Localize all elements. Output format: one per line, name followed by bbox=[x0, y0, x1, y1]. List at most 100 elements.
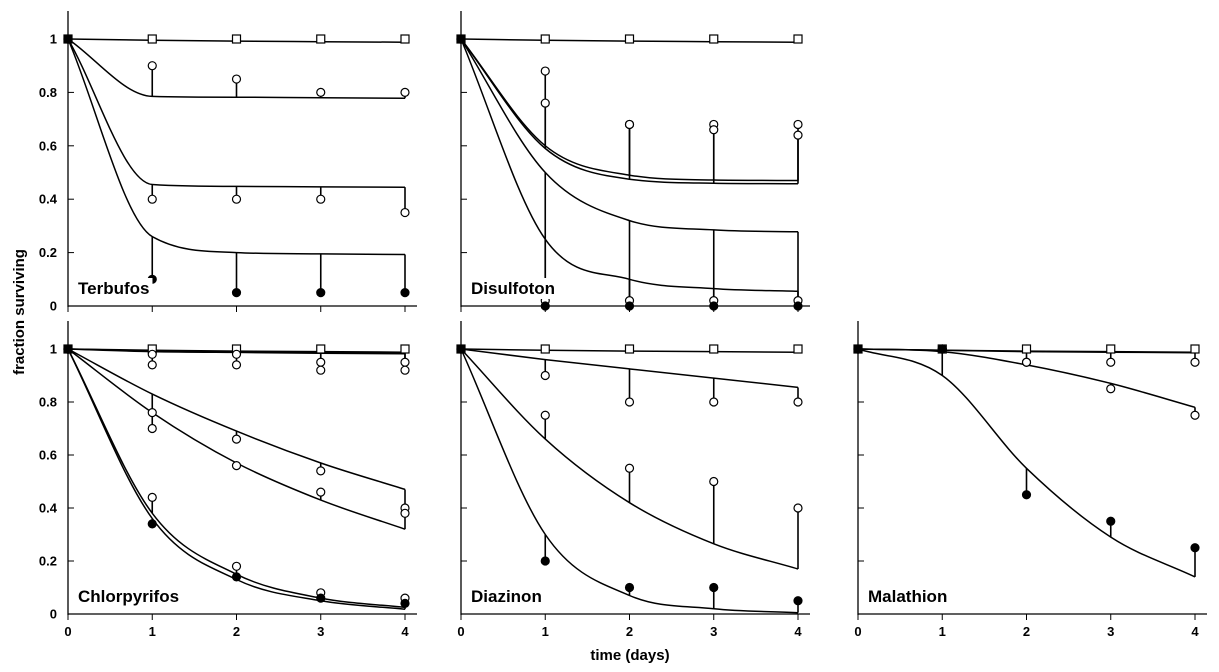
open-circle-marker bbox=[624, 119, 635, 130]
open-circle-marker bbox=[1106, 357, 1116, 367]
panels: 0 0.2 0.4 0.6 0.8 1 Terbufos Disulfoton 0 0.2 0.4 0… bbox=[39, 11, 1207, 639]
x-tick-label: 3 bbox=[317, 624, 324, 639]
panel-title-bg bbox=[865, 586, 951, 607]
square-marker bbox=[709, 344, 719, 354]
x-tick-label: 4 bbox=[401, 624, 409, 639]
panel-title-bg bbox=[468, 586, 545, 607]
square-marker bbox=[316, 344, 326, 354]
fit-curve bbox=[67, 38, 406, 188]
open-circle-marker bbox=[1190, 357, 1200, 367]
y-tick-label: 0.4 bbox=[39, 501, 58, 516]
open-circle-marker bbox=[231, 349, 242, 359]
filled-circle-marker bbox=[624, 582, 635, 593]
x-tick-label: 1 bbox=[542, 624, 549, 639]
open-circle-marker bbox=[147, 423, 157, 434]
filled-circle-marker bbox=[400, 598, 410, 609]
open-circle-marker bbox=[316, 87, 326, 98]
filled-circle-marker bbox=[1106, 516, 1116, 526]
panel-title: Disulfoton bbox=[471, 279, 555, 298]
y-tick-label: 0.2 bbox=[39, 554, 57, 569]
x-tick-label: 0 bbox=[457, 624, 464, 639]
open-circle-marker bbox=[709, 125, 719, 135]
open-circle-marker bbox=[147, 61, 157, 71]
open-circle-marker bbox=[147, 408, 157, 418]
square-marker bbox=[147, 34, 157, 44]
square-marker bbox=[1190, 344, 1200, 354]
y-axis-title: fraction surviving bbox=[11, 249, 28, 375]
open-circle-marker bbox=[709, 397, 719, 407]
y-tick-label: 0.4 bbox=[39, 192, 58, 207]
y-tick-label: 1 bbox=[50, 342, 57, 357]
panel-terbufos: 0 0.2 0.4 0.6 0.8 1 Terbufos bbox=[39, 11, 417, 314]
square-marker bbox=[709, 34, 719, 44]
open-circle-marker bbox=[624, 463, 635, 473]
fit-curve bbox=[460, 38, 799, 293]
square-marker bbox=[540, 34, 550, 44]
open-circle-marker bbox=[231, 360, 242, 370]
square-marker bbox=[793, 34, 803, 44]
fit-curve bbox=[67, 348, 406, 609]
filled-circle-marker bbox=[231, 572, 242, 582]
open-circle-marker bbox=[147, 194, 157, 204]
filled-circle-marker bbox=[937, 344, 947, 354]
x-tick-label: 2 bbox=[233, 624, 240, 639]
fit-curve bbox=[67, 348, 406, 610]
open-circle-marker bbox=[147, 492, 157, 502]
open-circle-marker bbox=[231, 434, 242, 444]
x-tick-label: 2 bbox=[626, 624, 633, 639]
fit-curve bbox=[460, 348, 799, 389]
filled-circle-marker bbox=[400, 288, 410, 298]
y-tick-label: 0.6 bbox=[39, 138, 57, 153]
open-circle-marker bbox=[400, 357, 410, 367]
filled-circle-marker bbox=[316, 288, 326, 298]
filled-circle-marker bbox=[853, 344, 863, 354]
open-circle-marker bbox=[316, 194, 326, 204]
panel-chlorpyrifos: 0 0.2 0.4 0.6 0.8 1 0 1 2 3 4 Chlorpyrifos bbox=[39, 321, 417, 639]
fit-curve bbox=[67, 38, 406, 256]
filled-circle-marker bbox=[624, 301, 635, 311]
square-marker bbox=[316, 34, 326, 44]
open-circle-marker bbox=[400, 508, 410, 518]
filled-circle-marker bbox=[1190, 543, 1200, 553]
square-marker bbox=[231, 34, 242, 44]
x-tick-label: 0 bbox=[854, 624, 861, 639]
open-circle-marker bbox=[540, 410, 550, 420]
filled-circle-marker bbox=[63, 34, 73, 44]
panel-title-bg bbox=[468, 278, 559, 299]
filled-circle-marker bbox=[540, 556, 550, 566]
y-tick-label: 0 bbox=[50, 299, 57, 314]
open-circle-marker bbox=[793, 397, 803, 407]
open-circle-marker bbox=[624, 397, 635, 407]
filled-circle-marker bbox=[793, 596, 803, 606]
y-tick-label: 0 bbox=[50, 607, 57, 622]
x-tick-label: 0 bbox=[64, 624, 71, 639]
x-tick-label: 1 bbox=[149, 624, 156, 639]
x-tick-label: 4 bbox=[1191, 624, 1199, 639]
open-circle-marker bbox=[1190, 410, 1200, 420]
open-circle-marker bbox=[231, 194, 242, 204]
fit-curve bbox=[460, 38, 799, 182]
open-circle-marker bbox=[540, 98, 550, 108]
open-circle-marker bbox=[400, 207, 410, 218]
open-circle-marker bbox=[316, 357, 326, 367]
open-circle-marker bbox=[540, 370, 550, 381]
panel-title: Terbufos bbox=[78, 279, 149, 298]
x-tick-label: 2 bbox=[1023, 624, 1030, 639]
fit-curve bbox=[460, 38, 799, 185]
filled-circle-marker bbox=[147, 519, 157, 529]
panel-title-bg bbox=[75, 586, 183, 607]
open-circle-marker bbox=[793, 130, 803, 140]
fit-curve bbox=[460, 38, 799, 233]
filled-circle-marker bbox=[793, 301, 803, 311]
y-tick-label: 0.8 bbox=[39, 395, 57, 410]
y-tick-label: 0.2 bbox=[39, 245, 57, 260]
square-marker bbox=[624, 344, 635, 354]
open-circle-marker bbox=[231, 461, 242, 471]
open-circle-marker bbox=[316, 487, 326, 497]
open-circle-marker bbox=[316, 365, 326, 375]
panel-title: Chlorpyrifos bbox=[78, 587, 179, 606]
filled-circle-marker bbox=[456, 34, 466, 44]
open-circle-marker bbox=[1106, 384, 1116, 394]
filled-circle-marker bbox=[1021, 490, 1032, 500]
